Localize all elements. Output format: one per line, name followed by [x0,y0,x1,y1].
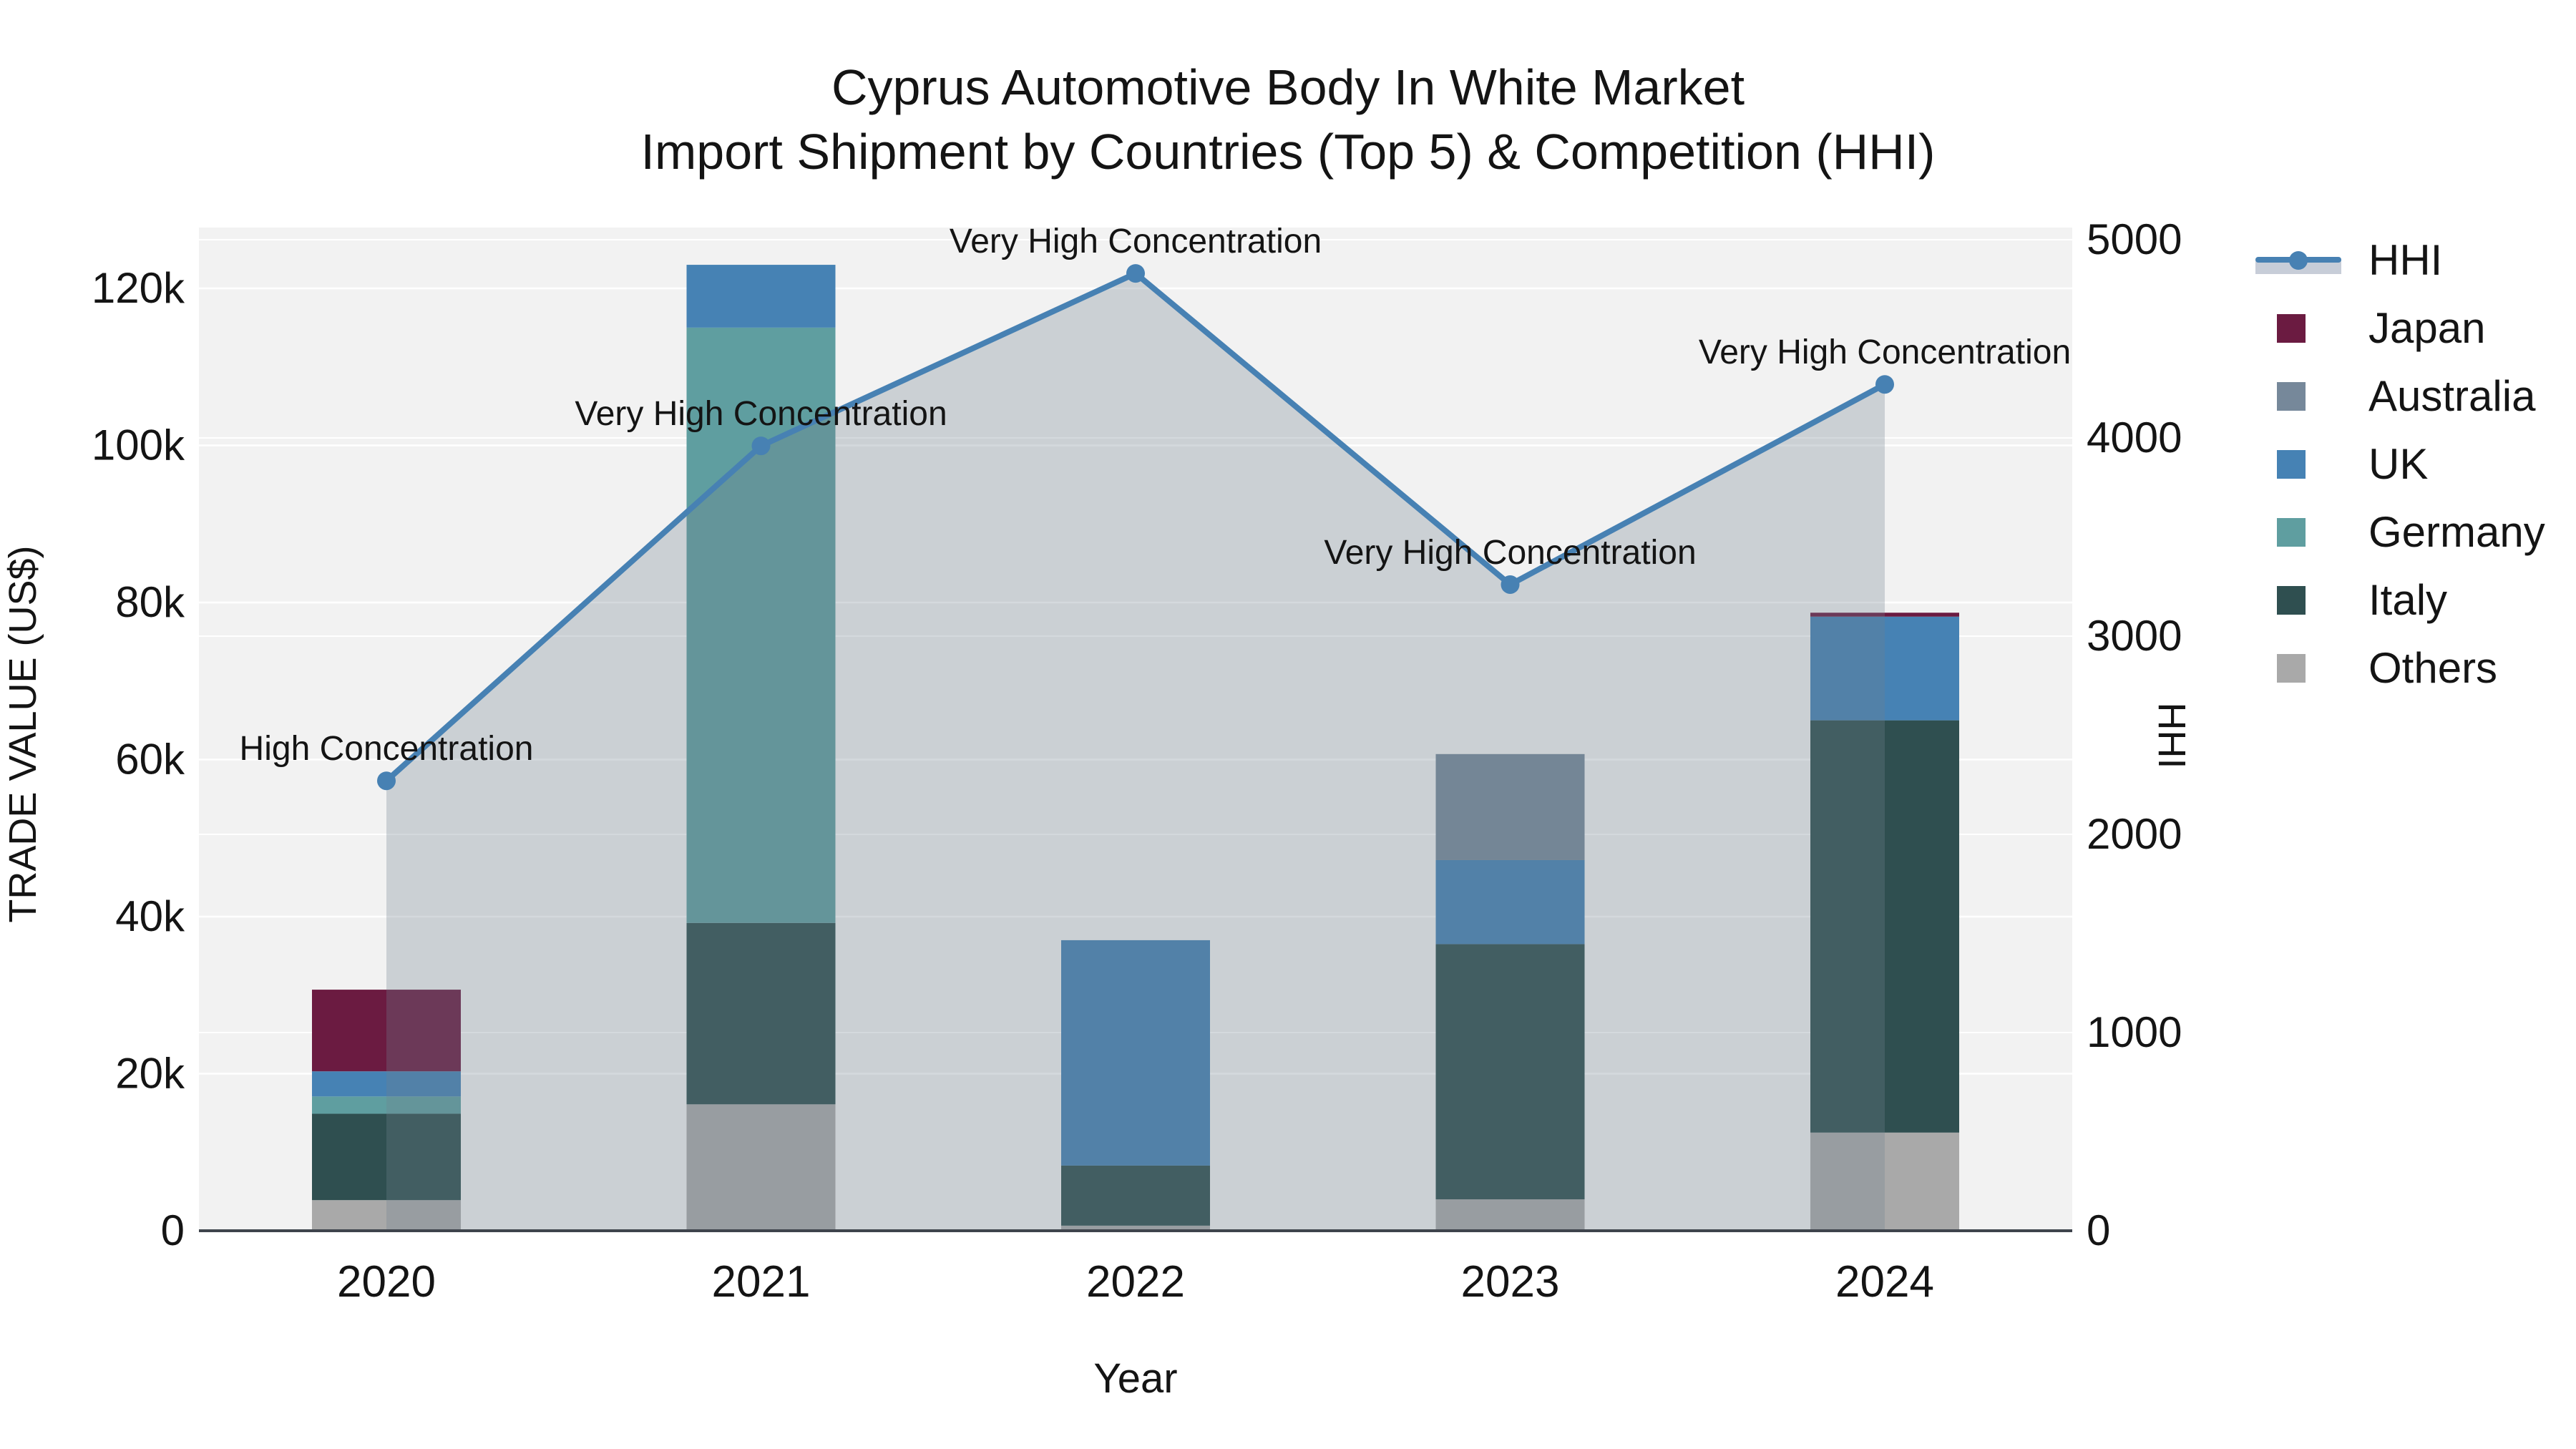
bar-segment-others-2021[interactable] [686,1104,836,1231]
legend-item-italy[interactable]: Italy [2254,566,2545,634]
y-tick-left: 120k [92,264,185,312]
bar-segment-italy-2021[interactable] [686,922,836,1105]
legend-item-japan[interactable]: Japan [2254,294,2545,362]
hhi-marker-2023[interactable] [1501,575,1520,594]
annotation-2023: Very High Concentration [1324,534,1696,572]
japan-swatch-icon [2254,313,2347,343]
bar-segment-japan-2020[interactable] [312,990,461,1072]
x-tick-2024: 2024 [1835,1257,1934,1307]
legend-item-uk[interactable]: UK [2254,430,2545,498]
legend-item-germany[interactable]: Germany [2254,498,2545,566]
australia-swatch-icon [2254,381,2347,411]
legend-label: Others [2368,644,2498,692]
legend-label: Australia [2368,372,2536,420]
x-tick-2023: 2023 [1461,1257,1560,1307]
x-tick-2020: 2020 [337,1257,436,1307]
hhi-line-swatch-icon [2254,244,2347,277]
annotation-2024: Very High Concentration [1699,333,2071,371]
bar-segment-germany-2020[interactable] [312,1096,461,1114]
bar-segment-japan-2024[interactable] [1810,613,1959,617]
bar-segment-uk-2023[interactable] [1435,859,1585,945]
bar-segment-italy-2023[interactable] [1435,944,1585,1200]
hhi-marker-2021[interactable] [751,436,771,456]
chart-title-line1: Cyprus Automotive Body In White Market [831,59,1745,115]
x-tick-2021: 2021 [712,1257,811,1307]
y-tick-right: 1000 [2087,1008,2182,1056]
legend-label: Germany [2368,508,2545,556]
others-swatch-icon [2254,653,2347,683]
legend-label: HHI [2368,236,2443,284]
y-tick-left: 100k [92,421,185,469]
annotation-2021: Very High Concentration [575,395,947,433]
y-tick-left: 60k [115,736,185,784]
bar-segment-italy-2020[interactable] [312,1113,461,1201]
italy-swatch-icon [2254,585,2347,615]
y-tick-right: 5000 [2087,215,2182,263]
y-tick-left: 0 [161,1206,185,1254]
legend: HHI Japan Australia UK Germany Italy Others [2254,226,2545,702]
bar-segment-uk-2020[interactable] [312,1071,461,1097]
legend-label: Japan [2368,304,2486,352]
bar-segment-italy-2022[interactable] [1061,1165,1210,1226]
y-axis-title-left: TRADE VALUE (US$) [1,545,44,923]
uk-swatch-icon [2254,449,2347,479]
bar-segment-germany-2021[interactable] [686,327,836,923]
bar-segment-australia-2023[interactable] [1435,753,1585,860]
bar-segment-italy-2024[interactable] [1810,720,1959,1133]
hhi-marker-2020[interactable] [377,771,396,791]
bar-segment-others-2022[interactable] [1061,1225,1210,1231]
annotation-2022: Very High Concentration [950,223,1322,260]
hhi-marker-2024[interactable] [1875,375,1894,394]
legend-label: UK [2368,440,2429,488]
x-tick-2022: 2022 [1086,1257,1185,1307]
y-tick-right: 4000 [2087,414,2182,462]
legend-item-hhi[interactable]: HHI [2254,226,2545,294]
germany-swatch-icon [2254,517,2347,547]
bar-segment-others-2020[interactable] [312,1200,461,1231]
annotation-2020: High Concentration [240,730,534,768]
hhi-marker-2022[interactable] [1126,264,1145,283]
y-tick-left: 80k [115,578,185,626]
chart-title: Cyprus Automotive Body In White Market I… [0,56,2576,184]
hhi-area-fill [386,273,1885,1231]
legend-item-others[interactable]: Others [2254,634,2545,702]
bar-segment-others-2024[interactable] [1810,1132,1959,1231]
chart-title-line2: Import Shipment by Countries (Top 5) & C… [640,123,1936,180]
y-axis-title-right: HHI [2150,702,2193,769]
bar-segment-uk-2021[interactable] [686,265,836,328]
legend-item-australia[interactable]: Australia [2254,362,2545,430]
y-tick-right: 3000 [2087,612,2182,660]
x-axis-title: Year [1093,1355,1178,1402]
y-tick-left: 40k [115,892,185,940]
y-tick-right: 2000 [2087,810,2182,858]
bar-segment-uk-2024[interactable] [1810,616,1959,721]
bar-segment-others-2023[interactable] [1435,1199,1585,1231]
y-tick-left: 20k [115,1050,185,1098]
legend-label: Italy [2368,576,2448,624]
y-tick-right: 0 [2087,1206,2110,1254]
bar-segment-uk-2022[interactable] [1061,940,1210,1166]
